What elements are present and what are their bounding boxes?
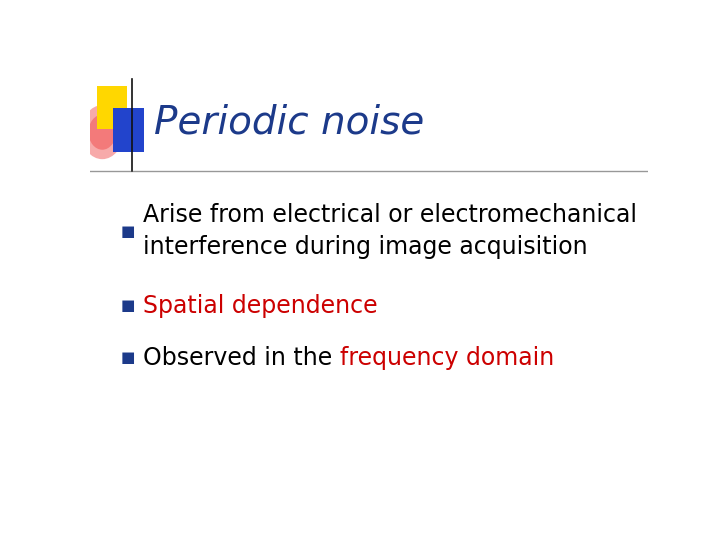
Text: ■: ■	[121, 224, 135, 239]
Bar	[96, 85, 127, 129]
Text: Observed in the: Observed in the	[143, 346, 340, 370]
Text: Periodic noise: Periodic noise	[154, 103, 424, 141]
Text: frequency domain: frequency domain	[340, 346, 554, 370]
Text: ■: ■	[121, 350, 135, 366]
Ellipse shape	[81, 105, 124, 159]
Ellipse shape	[89, 114, 116, 150]
Text: Arise from electrical or electromechanical
interference during image acquisition: Arise from electrical or electromechanic…	[143, 203, 637, 259]
Text: ■: ■	[121, 299, 135, 313]
Bar	[114, 109, 144, 152]
Text: Spatial dependence: Spatial dependence	[143, 294, 377, 318]
